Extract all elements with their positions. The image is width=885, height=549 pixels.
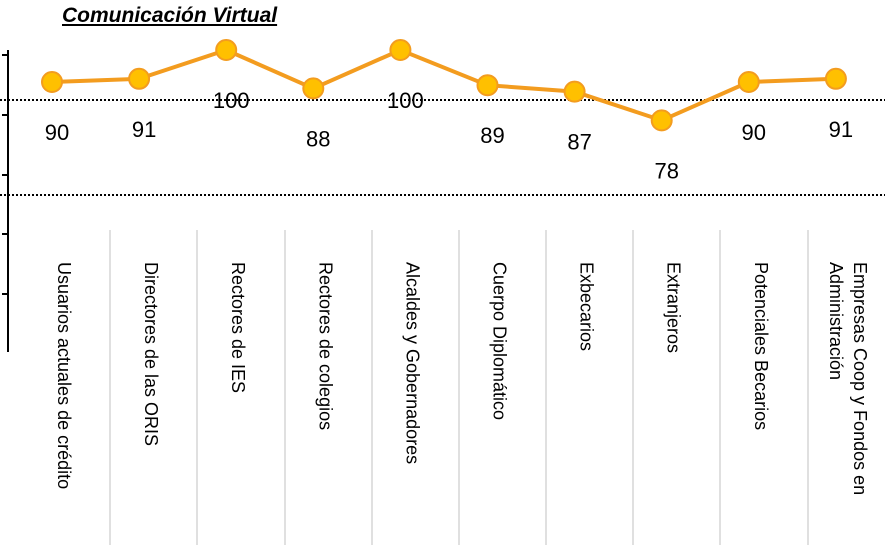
x-tick-label: Directores de las ORIS	[141, 262, 162, 447]
x-tick-label: Cuerpo Diplomático	[489, 262, 510, 421]
data-label: 91	[132, 117, 156, 142]
marker	[128, 67, 151, 90]
marker	[215, 39, 238, 61]
marker	[563, 80, 586, 103]
x-tick-label: Alcaldes y Gobernadores	[402, 262, 423, 465]
x-tick-label: Rectores de IES	[228, 262, 249, 394]
marker	[824, 67, 847, 90]
x-tick-label: Rectores de colegios	[315, 262, 336, 431]
line	[51, 47, 836, 123]
marker	[389, 39, 412, 61]
data-label: 90	[45, 120, 69, 145]
marker	[650, 109, 673, 132]
data-label: 88	[306, 126, 330, 151]
data-label: 87	[567, 130, 591, 155]
marker	[302, 77, 325, 100]
chart-title: Comunicación Virtual	[62, 4, 278, 27]
column-separators	[109, 230, 809, 545]
marker	[476, 74, 499, 97]
marker	[737, 71, 760, 93]
axis-ticks	[2, 54, 8, 295]
x-tick-label: Empresas Coop y Fondos en Administración	[825, 262, 870, 496]
marker	[41, 71, 63, 93]
x-tick-label: Potenciales Becarios	[750, 262, 771, 431]
x-tick-label: Usuarios actuales de crédito	[54, 262, 74, 490]
x-tick-label: Exbecarios	[576, 262, 597, 352]
data-label: 100	[213, 88, 250, 113]
data-label: 100	[387, 88, 424, 113]
data-label: 90	[742, 120, 766, 145]
data-label: 89	[480, 123, 504, 148]
data-label: 91	[829, 117, 853, 142]
x-tick-label: Extranjeros	[663, 262, 684, 354]
data-label: 78	[654, 158, 678, 183]
